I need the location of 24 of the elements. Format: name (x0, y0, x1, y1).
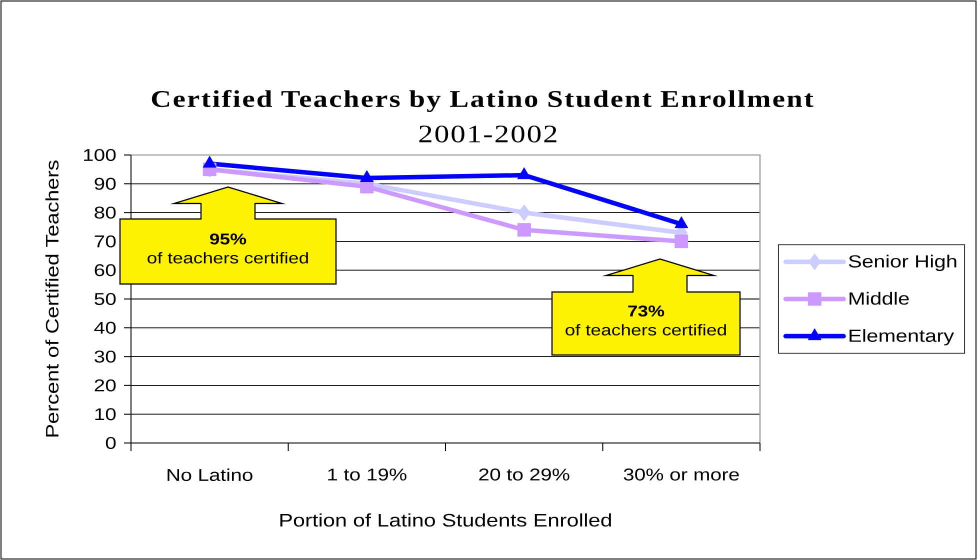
y-tick-label: 60 (94, 264, 116, 276)
y-tick-label: 10 (95, 408, 116, 420)
y-tick-label: 20 (94, 379, 116, 392)
y-tick-label: 70 (94, 235, 116, 248)
x-tick-label: 1 to 19% (328, 468, 406, 481)
legend-label: Elementary (850, 329, 954, 346)
x-tick-label: No Latino (168, 468, 252, 482)
y-tick-label: 0 (106, 436, 116, 450)
chart-subtitle: 2001-2002 (419, 126, 556, 142)
y-tick-label: 100 (84, 148, 116, 162)
x-tick-label: 20 to 29% (479, 468, 570, 481)
y-tick-label: 30 (94, 350, 116, 363)
y-tick-label: 50 (94, 292, 116, 306)
y-tick-label: 80 (94, 206, 116, 219)
y-tick-label: 90 (94, 178, 116, 190)
x-tick-label: 30% or more (624, 468, 739, 481)
x-axis-title: Portion of Latino Students Enrolled (280, 513, 611, 527)
legend-label: Middle (850, 292, 909, 305)
y-axis-title: Percent of Certified Teachers (45, 160, 59, 436)
y-tick-label: 40 (94, 322, 116, 334)
annotation: 73% of teachers certified (566, 306, 726, 336)
legend-label: Senior High (848, 254, 956, 272)
annotation: 95% of teachers certified (148, 234, 308, 264)
chart-title: Certified Teachers by Latino Student Enrollment (152, 90, 814, 112)
